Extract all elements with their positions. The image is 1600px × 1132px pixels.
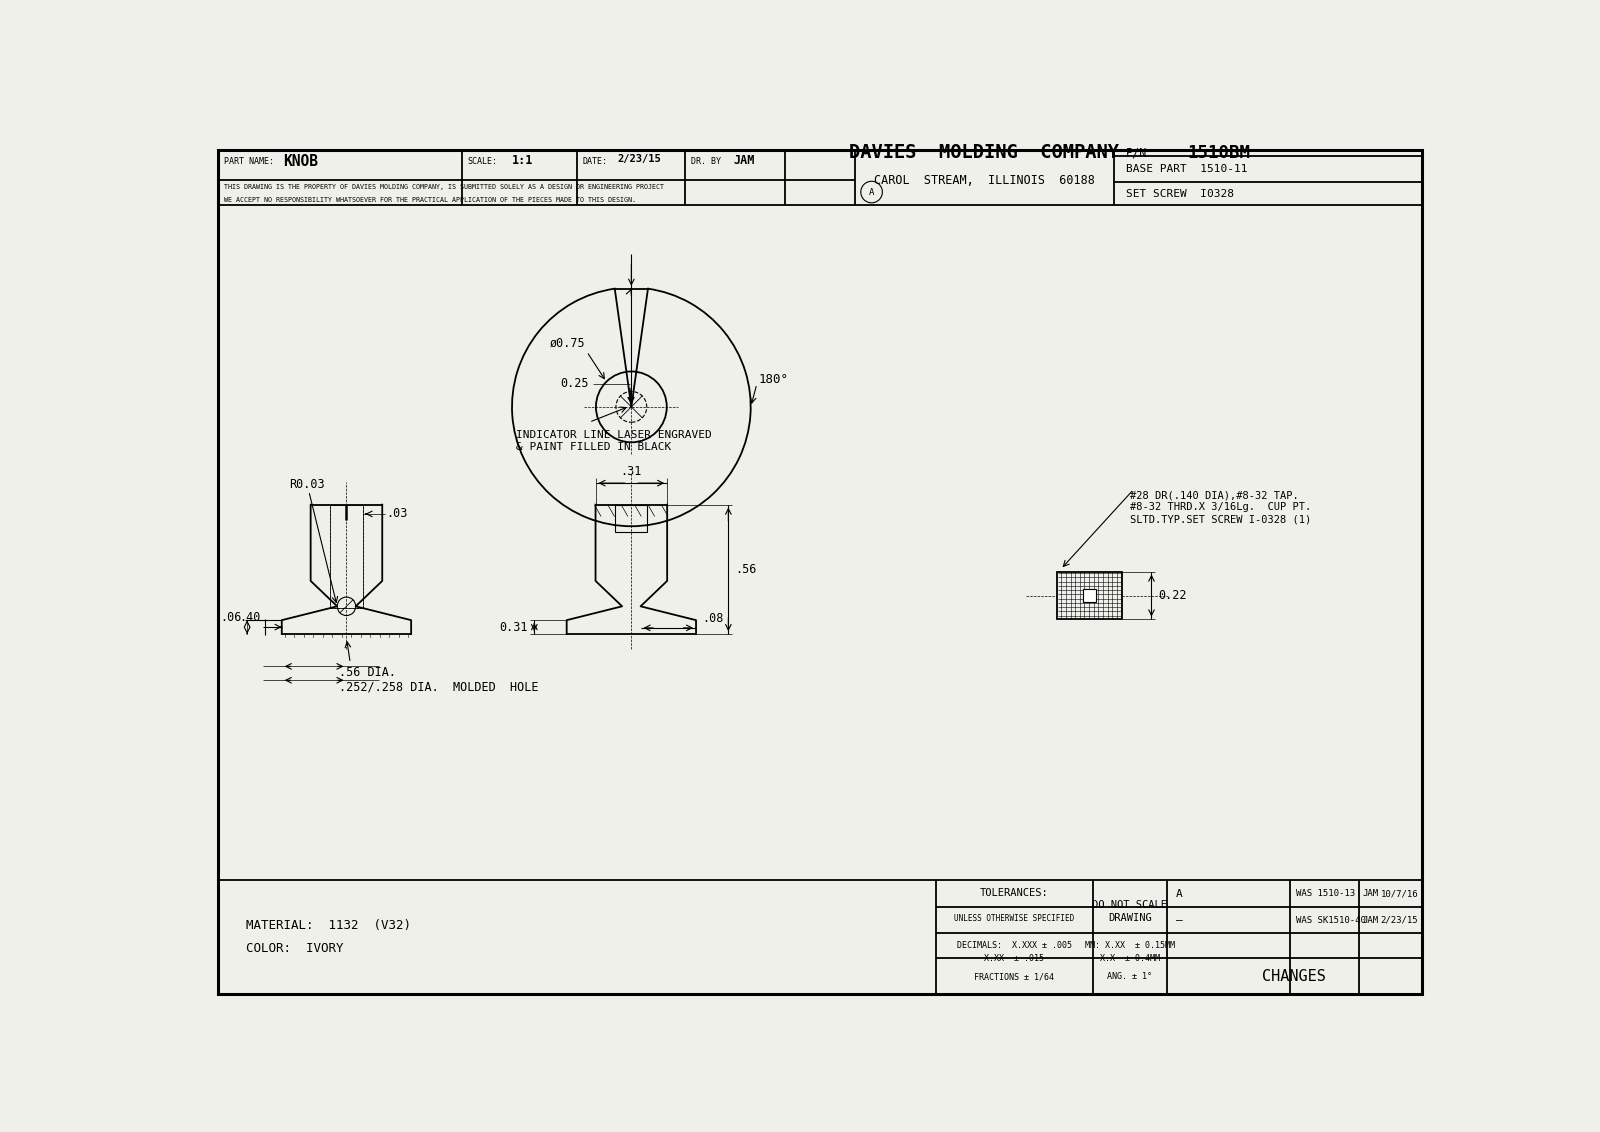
Text: WE ACCEPT NO RESPONSIBILITY WHATSOEVER FOR THE PRACTICAL APPLICATION OF THE PIEC: WE ACCEPT NO RESPONSIBILITY WHATSOEVER F… (224, 197, 637, 203)
Text: MM: X.XX  ± 0.15MM: MM: X.XX ± 0.15MM (1085, 941, 1174, 950)
Bar (1083, 589, 1096, 602)
Text: #28 DR(.140 DIA),#8-32 TAP.
#8-32 THRD.X 3/16Lg.  CUP PT.
SLTD.TYP.SET SCREW I-0: #28 DR(.140 DIA),#8-32 TAP. #8-32 THRD.X… (1130, 491, 1310, 524)
Text: INDICATOR LINE LASER ENGRAVED
& PAINT FILLED IN BLACK: INDICATOR LINE LASER ENGRAVED & PAINT FI… (515, 430, 712, 452)
Text: ø0.75: ø0.75 (549, 337, 586, 350)
Text: UNLESS OTHERWISE SPECIFIED: UNLESS OTHERWISE SPECIFIED (954, 915, 1075, 924)
Text: JAM: JAM (1363, 890, 1379, 899)
Text: R0.03: R0.03 (290, 478, 325, 491)
Text: COLOR:  IVORY: COLOR: IVORY (246, 942, 344, 955)
Text: P/N: P/N (1126, 146, 1147, 160)
Text: KNOB: KNOB (283, 154, 318, 170)
Text: 180°: 180° (758, 374, 789, 386)
Text: 2/23/15: 2/23/15 (1381, 916, 1418, 925)
Text: ANG. ± 1°: ANG. ± 1° (1107, 972, 1152, 981)
Text: 0.31: 0.31 (499, 620, 528, 634)
Text: 1510BM: 1510BM (1187, 144, 1250, 162)
Text: .56: .56 (736, 563, 757, 576)
Text: MATERIAL:  1132  (V32): MATERIAL: 1132 (V32) (246, 919, 411, 932)
Text: A: A (869, 188, 874, 197)
Text: JAM: JAM (733, 154, 754, 168)
Bar (616, 505, 648, 532)
Text: .06: .06 (221, 611, 242, 624)
Text: DR. BY: DR. BY (691, 157, 720, 166)
Text: JAM: JAM (1363, 916, 1379, 925)
Text: DECIMALS:  X.XXX ± .005: DECIMALS: X.XXX ± .005 (957, 941, 1072, 950)
Text: WAS SK1510-40: WAS SK1510-40 (1296, 916, 1366, 925)
Text: X.X  ± 0.4MM: X.X ± 0.4MM (1099, 953, 1160, 962)
Text: SCALE:: SCALE: (467, 157, 498, 166)
Text: FRACTIONS ± 1/64: FRACTIONS ± 1/64 (974, 972, 1054, 981)
Text: CHANGES: CHANGES (1262, 969, 1326, 984)
Text: 1:1: 1:1 (512, 154, 533, 168)
Text: 0.25: 0.25 (560, 377, 589, 391)
Text: A: A (1176, 889, 1182, 899)
Bar (330, 505, 363, 608)
Text: BASE PART  1510-11: BASE PART 1510-11 (1126, 164, 1246, 174)
Text: TOLERANCES:: TOLERANCES: (981, 887, 1050, 898)
Text: .56 DIA.: .56 DIA. (339, 667, 395, 679)
Text: THIS DRAWING IS THE PROPERTY OF DAVIES MOLDING COMPANY, IS SUBMITTED SOLELY AS A: THIS DRAWING IS THE PROPERTY OF DAVIES M… (224, 183, 664, 189)
Text: .252/.258 DIA.  MOLDED  HOLE: .252/.258 DIA. MOLDED HOLE (339, 680, 538, 693)
Text: X.XX  ± .015: X.XX ± .015 (984, 953, 1045, 962)
Text: CAROL  STREAM,  ILLINOIS  60188: CAROL STREAM, ILLINOIS 60188 (874, 174, 1094, 187)
Text: .03: .03 (386, 507, 408, 521)
Text: SET SCREW  I0328: SET SCREW I0328 (1126, 189, 1234, 198)
Text: .08: .08 (702, 611, 723, 625)
Text: .31: .31 (621, 465, 642, 479)
Text: DO NOT SCALE
DRAWING: DO NOT SCALE DRAWING (1093, 900, 1168, 923)
Text: DATE:: DATE: (582, 157, 608, 166)
Text: PART NAME:: PART NAME: (224, 157, 274, 166)
Bar (1056, 572, 1122, 619)
Text: 0.22: 0.22 (1158, 589, 1187, 602)
Text: DAVIES  MOLDING  COMPANY: DAVIES MOLDING COMPANY (850, 144, 1120, 162)
Text: 10/7/16: 10/7/16 (1381, 890, 1418, 899)
Text: 2/23/15: 2/23/15 (618, 154, 661, 164)
Text: .40: .40 (238, 611, 261, 624)
Text: –: – (1176, 915, 1182, 925)
Text: WAS 1510-13: WAS 1510-13 (1296, 890, 1355, 899)
